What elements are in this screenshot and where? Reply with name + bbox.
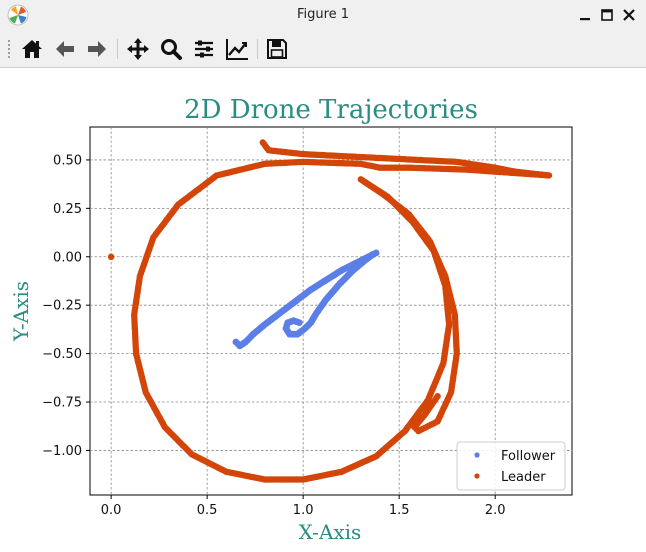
forward-icon[interactable] xyxy=(84,36,110,62)
back-icon[interactable] xyxy=(52,36,78,62)
legend-frame xyxy=(456,441,566,491)
legend-marker-leader xyxy=(474,473,480,479)
y-tick-label: 0.00 xyxy=(53,250,82,265)
chart-title: 2D Drone Trajectories xyxy=(184,95,478,125)
x-tick-label: 1.5 xyxy=(389,503,410,518)
pan-icon[interactable] xyxy=(125,36,151,62)
y-tick-label: 0.25 xyxy=(53,202,82,217)
subplots-icon[interactable] xyxy=(191,36,217,62)
save-icon[interactable] xyxy=(264,36,290,62)
home-icon[interactable] xyxy=(19,36,45,62)
x-axis-label: X-Axis xyxy=(299,520,362,544)
plot-area xyxy=(89,126,573,496)
legend-label-leader: Leader xyxy=(501,470,546,485)
grid-lines xyxy=(90,127,572,495)
toolbar-separator xyxy=(257,39,258,59)
series-leader xyxy=(107,139,553,483)
y-tick-label: −0.25 xyxy=(42,299,82,314)
x-tick-label: 0.5 xyxy=(197,503,218,518)
customize-icon[interactable] xyxy=(224,36,250,62)
y-axis-label: Y-Axis xyxy=(9,281,33,342)
toolbar-separator xyxy=(117,39,118,59)
data-point xyxy=(295,319,303,326)
legend: Follower Leader xyxy=(456,441,566,491)
y-tick-label: 0.50 xyxy=(53,153,82,168)
data-point xyxy=(434,393,441,400)
x-tick-label: 1.0 xyxy=(293,503,314,518)
x-tick-label: 0.0 xyxy=(101,503,122,518)
matplotlib-icon xyxy=(7,4,29,26)
figure-canvas[interactable]: 2D Drone Trajectories 0.0 0.5 1.0 1.5 2.0 0.5… xyxy=(0,68,646,552)
legend-label-follower: Follower xyxy=(501,449,556,464)
toolbar-grip[interactable] xyxy=(7,39,11,59)
close-icon[interactable] xyxy=(620,6,638,24)
series-layer xyxy=(107,139,553,483)
y-tick-label: −0.50 xyxy=(42,347,82,362)
data-point xyxy=(107,253,115,260)
navigation-toolbar xyxy=(0,31,646,68)
chart: 2D Drone Trajectories 0.0 0.5 1.0 1.5 2.0 0.5… xyxy=(9,95,573,544)
window-titlebar: Figure 1 xyxy=(0,0,646,30)
window-title: Figure 1 xyxy=(296,7,350,22)
x-tick-label: 2.0 xyxy=(485,503,506,518)
legend-marker-follower xyxy=(474,452,480,458)
axis-ticks: 0.0 0.5 1.0 1.5 2.0 0.50 0.25 0.00 −0.25 −0.50 −0.… xyxy=(42,153,505,518)
y-tick-label: −0.75 xyxy=(42,396,82,411)
series-follower xyxy=(232,249,380,350)
minimize-icon[interactable] xyxy=(576,6,594,24)
maximize-icon[interactable] xyxy=(598,6,616,24)
zoom-icon[interactable] xyxy=(158,36,184,62)
y-tick-label: −1.00 xyxy=(42,444,82,459)
